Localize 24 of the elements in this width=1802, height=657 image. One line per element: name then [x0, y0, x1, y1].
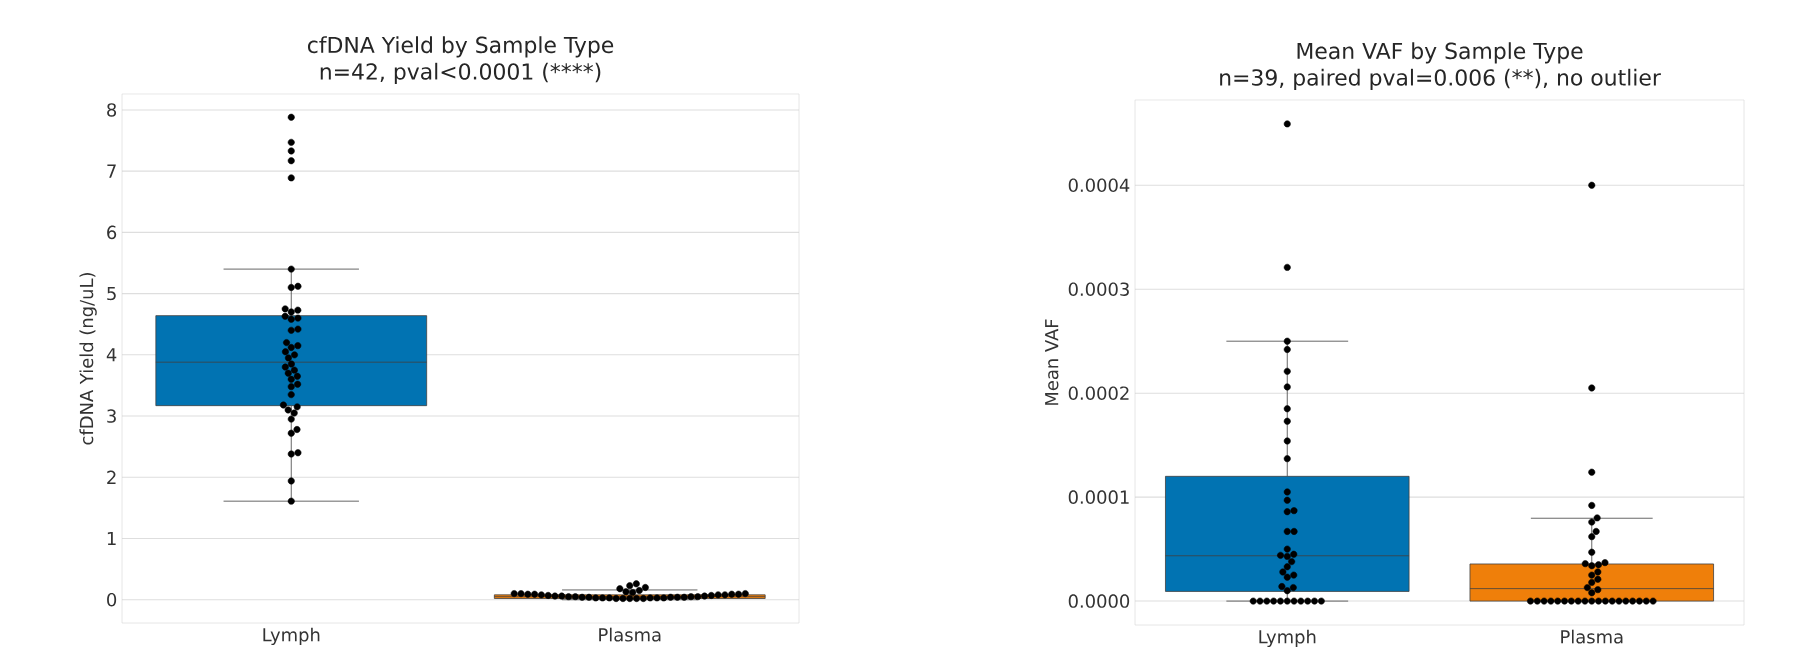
chart-title: Mean VAF by Sample Type	[1297, 42, 1583, 64]
y-tick-label: 0	[107, 592, 117, 607]
y-axis-title: cfDNA Yield (ng/uL)	[79, 273, 97, 445]
y-axis-title: Mean VAF	[1045, 319, 1059, 405]
y-tick-label: 1	[107, 531, 116, 546]
y-tick-label: 7	[107, 164, 116, 178]
y-tick-label: 0.0001	[1068, 490, 1129, 504]
x-tick-label: Plasma	[1561, 629, 1623, 644]
y-tick-label: 5	[107, 286, 116, 301]
y-tick-label: 0.0003	[1068, 282, 1129, 296]
chart-title: cfDNA Yield by Sample Type	[307, 36, 614, 58]
y-tick-label: 2	[107, 470, 116, 484]
y-tick-label: 4	[106, 348, 117, 362]
y-tick-label: 0.0002	[1068, 386, 1129, 400]
x-tick-label: Plasma	[599, 627, 661, 642]
x-tick-label: Lymph	[263, 627, 320, 646]
x-tick-label: Lymph	[1259, 629, 1316, 648]
y-tick-label: 6	[107, 225, 117, 240]
y-tick-label: 0.0004	[1068, 178, 1130, 193]
chart-subtitle: n=39, paired pval=0.006 (**), no outlier	[1220, 68, 1661, 90]
y-tick-label: 3	[107, 409, 116, 423]
chart-subtitle: n=42, pval<0.0001 (****)	[320, 62, 601, 84]
y-tick-label: 0.0000	[1068, 594, 1130, 608]
y-tick-label: 8	[107, 103, 117, 117]
